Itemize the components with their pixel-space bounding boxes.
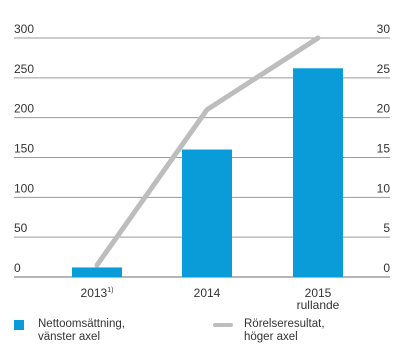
y-tick-right: 20 <box>377 102 391 116</box>
y-tick-right: 10 <box>377 181 391 195</box>
line-series <box>94 35 321 268</box>
y-tick-left: 50 <box>14 221 28 235</box>
bar <box>72 267 122 277</box>
bar <box>293 68 343 277</box>
legend-label-bar: Nettoomsättning, vänster axel <box>38 318 125 343</box>
y-tick-left: 200 <box>14 102 34 116</box>
y-tick-right: 25 <box>377 62 391 76</box>
line-series-path <box>94 35 321 268</box>
y-tick-right: 30 <box>377 22 391 36</box>
y-tick-left: 300 <box>14 22 34 36</box>
bar-series <box>72 68 343 277</box>
y-tick-left: 100 <box>14 181 34 195</box>
legend-swatch-line <box>213 323 233 327</box>
y-tick-left: 250 <box>14 62 34 76</box>
legend-swatch-bar <box>14 320 24 330</box>
y-axis-right: 30 25 20 15 10 5 0 <box>377 22 391 275</box>
y-tick-left: 150 <box>14 142 34 156</box>
y-axis-left: 300 250 200 150 100 50 0 <box>14 22 34 275</box>
y-tick-left: 0 <box>14 261 21 275</box>
x-tick-sublabel: rullande <box>297 298 340 310</box>
x-tick-label: 2014 <box>194 286 221 300</box>
x-tick-label: 20131) <box>81 286 114 300</box>
y-tick-right: 15 <box>377 142 391 156</box>
legend-label-line: Rörelseresultat, höger axel <box>244 318 325 343</box>
bar <box>182 149 232 277</box>
y-tick-right: 5 <box>383 221 390 235</box>
x-tick-label: 2015 <box>305 286 332 300</box>
y-tick-right: 0 <box>383 261 390 275</box>
